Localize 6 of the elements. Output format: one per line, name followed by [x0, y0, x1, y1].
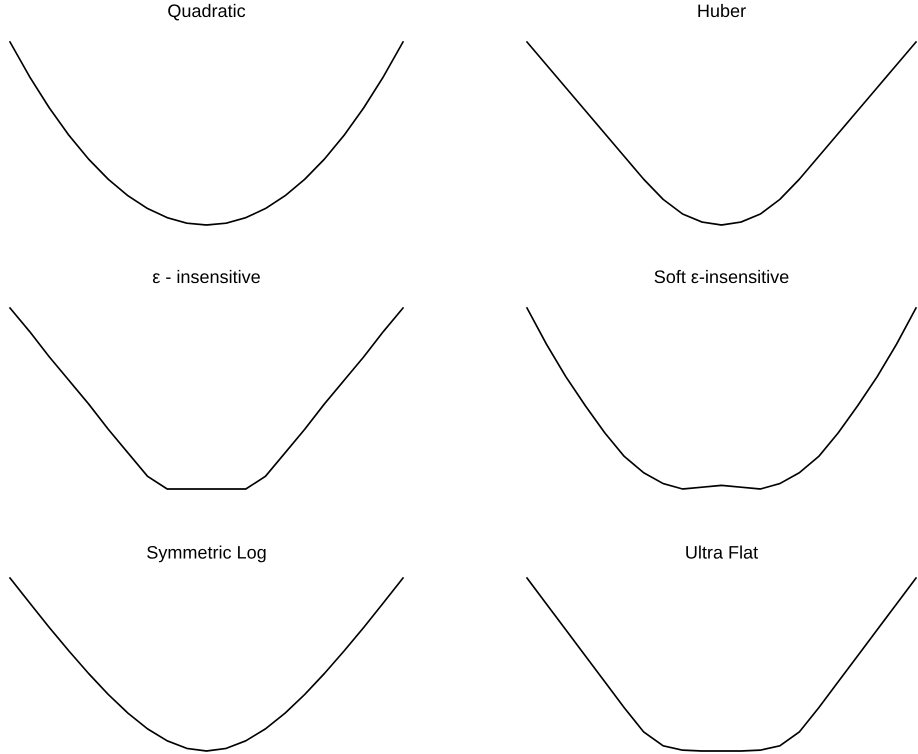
chart-title: Symmetric Log — [147, 545, 266, 562]
chart-title: Quadratic — [168, 4, 246, 20]
chart-title: Huber — [698, 4, 746, 18]
chart-title: Ultra Flat — [686, 545, 758, 559]
chart-title: Soft ε-insensitive — [654, 270, 788, 284]
chart-title: ε - insensitive — [152, 270, 260, 284]
